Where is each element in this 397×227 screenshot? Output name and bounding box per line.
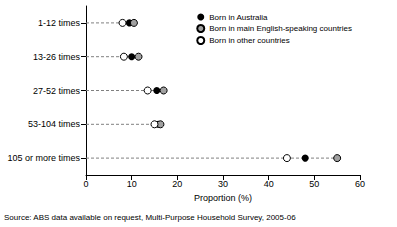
svg-text:Born in Australia: Born in Australia — [209, 13, 268, 22]
svg-text:50: 50 — [309, 179, 319, 189]
svg-text:20: 20 — [172, 179, 182, 189]
svg-text:40: 40 — [264, 179, 274, 189]
svg-text:30: 30 — [218, 179, 228, 189]
svg-text:27-52 times: 27-52 times — [33, 86, 81, 96]
svg-text:53-104 times: 53-104 times — [28, 119, 81, 129]
svg-text:Born in other countries: Born in other countries — [209, 36, 290, 45]
svg-text:Source: ABS data available on: Source: ABS data available on request, M… — [4, 213, 296, 222]
svg-text:Proportion (%): Proportion (%) — [194, 193, 252, 203]
svg-text:Born in main English-speaking: Born in main English-speaking countries — [209, 24, 352, 33]
svg-text:1-12 times: 1-12 times — [38, 18, 81, 28]
svg-text:60: 60 — [355, 179, 365, 189]
svg-text:10: 10 — [127, 179, 137, 189]
svg-text:105 or more times: 105 or more times — [7, 153, 80, 163]
svg-text:13-26 times: 13-26 times — [33, 52, 81, 62]
svg-text:0: 0 — [83, 179, 88, 189]
